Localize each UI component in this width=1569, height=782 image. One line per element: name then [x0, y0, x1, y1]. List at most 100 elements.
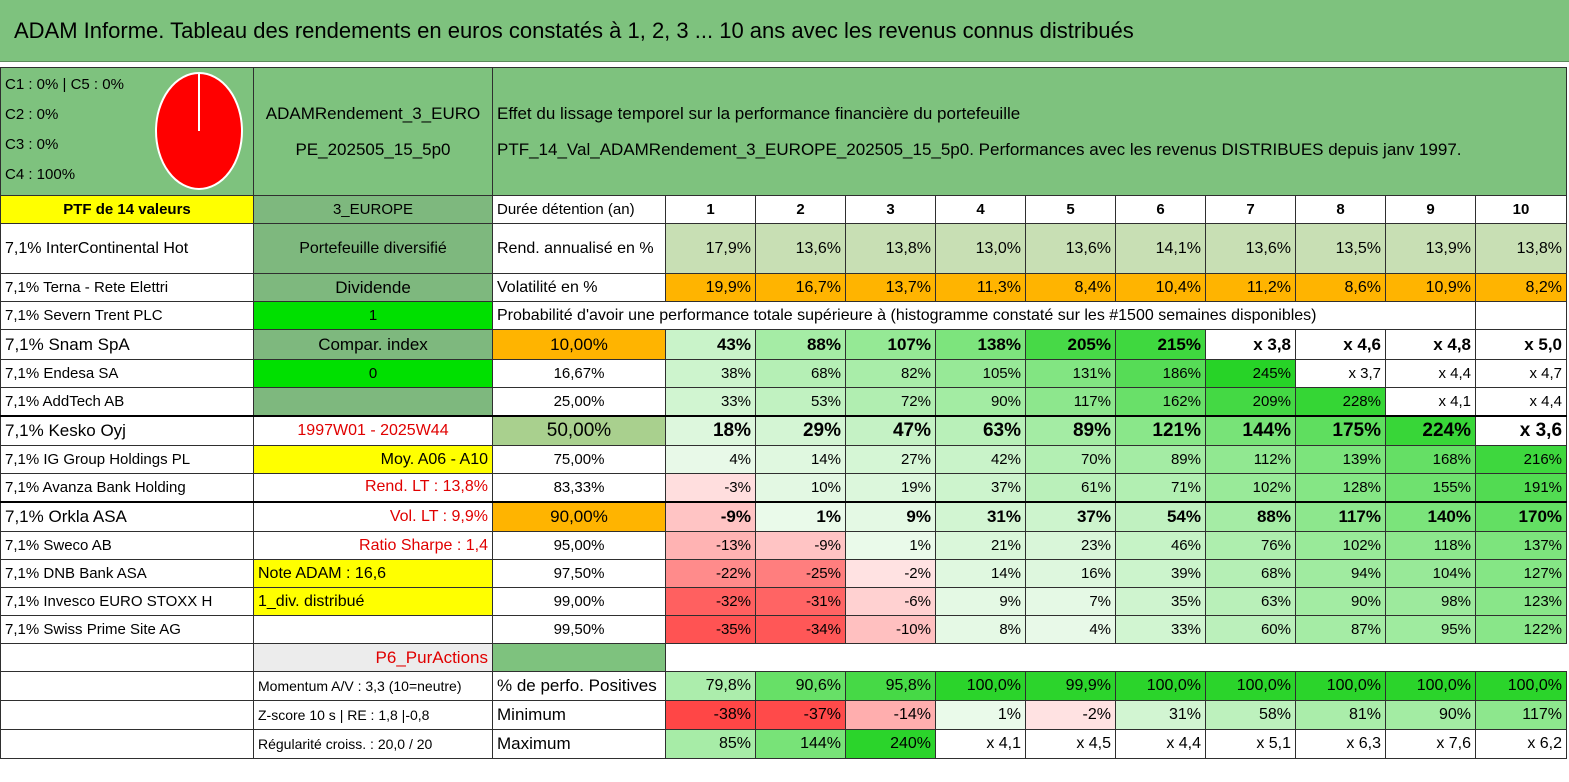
- volatility-label: Volatilité en %: [492, 273, 666, 302]
- performance-value: 98%: [1385, 587, 1476, 616]
- performance-value: 23%: [1025, 531, 1116, 560]
- category-row: P6_PurActions: [0, 643, 1567, 672]
- performance-value: -34%: [755, 615, 846, 644]
- return-value: 13,6%: [1205, 223, 1296, 274]
- performance-value: x 5,0: [1474, 329, 1568, 360]
- period-range: 1997W01 - 2025W44: [253, 414, 493, 446]
- performance-value: x 4,8: [1385, 329, 1476, 360]
- probability-row: 7,1% Kesko Oyj 1997W01 - 2025W44 50,00% 18%…: [0, 414, 1568, 446]
- min-value: -2%: [1025, 700, 1116, 730]
- empty-cell: [664, 643, 1567, 672]
- compare-index-value: 0: [253, 359, 493, 388]
- year-header: 1: [665, 195, 756, 224]
- return-value: 13,5%: [1295, 223, 1386, 274]
- performance-value: 138%: [935, 329, 1026, 360]
- holding-name: 7,1% Endesa SA: [0, 359, 254, 388]
- long-term-return: Rend. LT : 13,8%: [253, 473, 493, 502]
- performance-value: -32%: [665, 587, 756, 616]
- max-value: x 5,1: [1205, 729, 1296, 759]
- performance-value: 127%: [1474, 559, 1568, 588]
- performance-value: 7%: [1025, 587, 1116, 616]
- pos-value: 100,0%: [1295, 671, 1386, 701]
- performance-value: 46%: [1115, 531, 1206, 560]
- max-value: 144%: [755, 729, 846, 759]
- performance-value: -2%: [845, 559, 936, 588]
- table-body: C1 : 0% | C5 : 0% C2 : 0% C3 : 0% C4 : 1…: [0, 67, 1568, 759]
- performance-value: 68%: [1205, 559, 1296, 588]
- return-value: 13,8%: [1474, 223, 1568, 274]
- compare-index-label: Compar. index: [253, 329, 493, 360]
- probability-row: 7,1% Endesa SA 0 16,67% 38% 68% 82% 105% 131% 18…: [0, 359, 1568, 388]
- performance-value: 35%: [1115, 587, 1206, 616]
- year-header: 3: [845, 195, 936, 224]
- adam-score: Note ADAM : 16,6: [253, 559, 493, 588]
- description-cell: Effet du lissage temporel sur la perform…: [491, 67, 1568, 196]
- max-value: x 6,2: [1474, 729, 1568, 759]
- portfolio-name-line2: PE_202505_15_5p0: [295, 139, 451, 159]
- performance-value: 216%: [1474, 445, 1568, 474]
- min-value: -37%: [755, 700, 846, 730]
- performance-value: 191%: [1474, 473, 1568, 502]
- performance-value: 53%: [755, 387, 846, 416]
- holding-name: 7,1% Invesco EURO STOXX H: [0, 587, 254, 616]
- minimum-indicator: Z-score 10 s | RE : 1,8 |-0,8: [253, 700, 493, 730]
- performance-value: 63%: [935, 414, 1026, 446]
- max-value: x 7,6: [1385, 729, 1476, 759]
- diversified-label: Portefeuille diversifié: [253, 223, 493, 274]
- performance-value: -13%: [665, 531, 756, 560]
- probability-row: 7,1% Orkla ASA Vol. LT : 9,9% 90,00% -9% 1% 9…: [0, 500, 1568, 532]
- index-flag: 1: [253, 301, 493, 330]
- performance-value: 39%: [1115, 559, 1206, 588]
- probability-threshold: 97,50%: [492, 559, 666, 588]
- max-value: x 4,4: [1115, 729, 1206, 759]
- performance-value: 90%: [935, 387, 1026, 416]
- sharpe-ratio: Ratio Sharpe : 1,4: [253, 531, 493, 560]
- performance-value: 37%: [935, 473, 1026, 502]
- legend-item: C2 : 0%: [5, 106, 59, 123]
- probability-threshold: 99,00%: [492, 587, 666, 616]
- empty-cell: [1474, 301, 1568, 330]
- probability-threshold: 99,50%: [492, 615, 666, 644]
- performance-value: 31%: [935, 500, 1026, 532]
- performance-value: 95%: [1385, 615, 1476, 644]
- performance-value: 33%: [1115, 615, 1206, 644]
- volatility-value: 13,7%: [845, 273, 936, 302]
- performance-value: 168%: [1385, 445, 1476, 474]
- probability-threshold: 50,00%: [492, 414, 666, 446]
- min-value: 1%: [935, 700, 1026, 730]
- header-row: C1 : 0% | C5 : 0% C2 : 0% C3 : 0% C4 : 1…: [0, 67, 1568, 196]
- min-value: 117%: [1474, 700, 1568, 730]
- probability-row: 7,1% Invesco EURO STOXX H 1_div. distribu…: [0, 587, 1568, 616]
- performance-value: 215%: [1115, 329, 1206, 360]
- performance-value: 82%: [845, 359, 936, 388]
- performance-value: 9%: [845, 500, 936, 532]
- description-line2: PTF_14_Val_ADAMRendement_3_EUROPE_202505…: [497, 139, 1462, 159]
- volatility-value: 10,9%: [1385, 273, 1476, 302]
- performance-value: 10%: [755, 473, 846, 502]
- performance-value: -10%: [845, 615, 936, 644]
- legend-item: C3 : 0%: [5, 136, 59, 153]
- performance-value: 37%: [1025, 500, 1116, 532]
- performance-value: 245%: [1205, 359, 1296, 388]
- year-header: 10: [1474, 195, 1568, 224]
- return-label: Rend. annualisé en %: [492, 223, 666, 274]
- performance-value: 63%: [1205, 587, 1296, 616]
- performance-value: 139%: [1295, 445, 1386, 474]
- volatility-value: 16,7%: [755, 273, 846, 302]
- performance-value: -3%: [665, 473, 756, 502]
- holding-name: 7,1% Orkla ASA: [0, 500, 254, 532]
- return-value: 13,6%: [755, 223, 846, 274]
- performance-value: 117%: [1295, 500, 1386, 532]
- performance-value: 60%: [1205, 615, 1296, 644]
- allocation-pie-chart: [155, 72, 243, 190]
- return-value: 13,8%: [845, 223, 936, 274]
- years-row: PTF de 14 valeurs 3_EUROPE Durée détention…: [0, 195, 1568, 224]
- description-line1: Effet du lissage temporel sur la perform…: [497, 103, 1021, 123]
- holding-name: 7,1% Kesko Oyj: [0, 414, 254, 446]
- portfolio-region: 3_EUROPE: [253, 195, 493, 224]
- empty-green-cell: [492, 643, 666, 672]
- min-value: -14%: [845, 700, 936, 730]
- volatility-value: 8,6%: [1295, 273, 1386, 302]
- performance-value: 16%: [1025, 559, 1116, 588]
- positive-row: Momentum A/V : 3,3 (10=neutre)% de perfo…: [0, 671, 1568, 701]
